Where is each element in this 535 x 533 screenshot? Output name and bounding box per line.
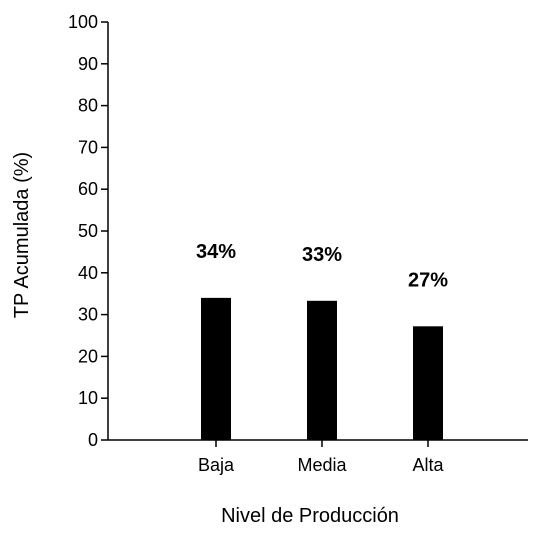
y-tick-label: 10: [78, 388, 98, 408]
y-tick-label: 90: [78, 54, 98, 74]
x-tick-label: Alta: [412, 455, 444, 475]
x-ticks: Baja Media Alta: [198, 440, 444, 475]
data-label-alta: 27%: [408, 269, 448, 291]
bar-media: [307, 300, 337, 440]
bar-alta: [413, 326, 443, 440]
data-label-baja: 34%: [196, 241, 236, 263]
y-ticks: 0 10 20 30 40 50 60 70 80 90 100: [68, 12, 108, 450]
y-tick-label: 50: [78, 221, 98, 241]
bar-baja: [201, 297, 231, 440]
y-tick-label: 100: [68, 12, 98, 32]
x-axis-title: Nivel de Producción: [221, 505, 399, 527]
x-axis: Baja Media Alta: [108, 439, 528, 475]
y-axis: 0 10 20 30 40 50 60 70 80 90 100: [68, 12, 109, 450]
bars: [201, 297, 443, 440]
data-label-media: 33%: [302, 244, 342, 266]
y-tick-label: 20: [78, 346, 98, 366]
data-labels: 34% 33% 27%: [196, 241, 448, 291]
x-tick-label: Baja: [198, 455, 235, 475]
y-axis-title: TP Acumulada (%): [11, 152, 33, 318]
y-tick-label: 0: [88, 430, 98, 450]
y-tick-label: 60: [78, 179, 98, 199]
y-tick-label: 80: [78, 96, 98, 116]
x-tick-label: Media: [297, 455, 347, 475]
y-tick-label: 70: [78, 137, 98, 157]
y-tick-label: 30: [78, 305, 98, 325]
y-tick-label: 40: [78, 263, 98, 283]
